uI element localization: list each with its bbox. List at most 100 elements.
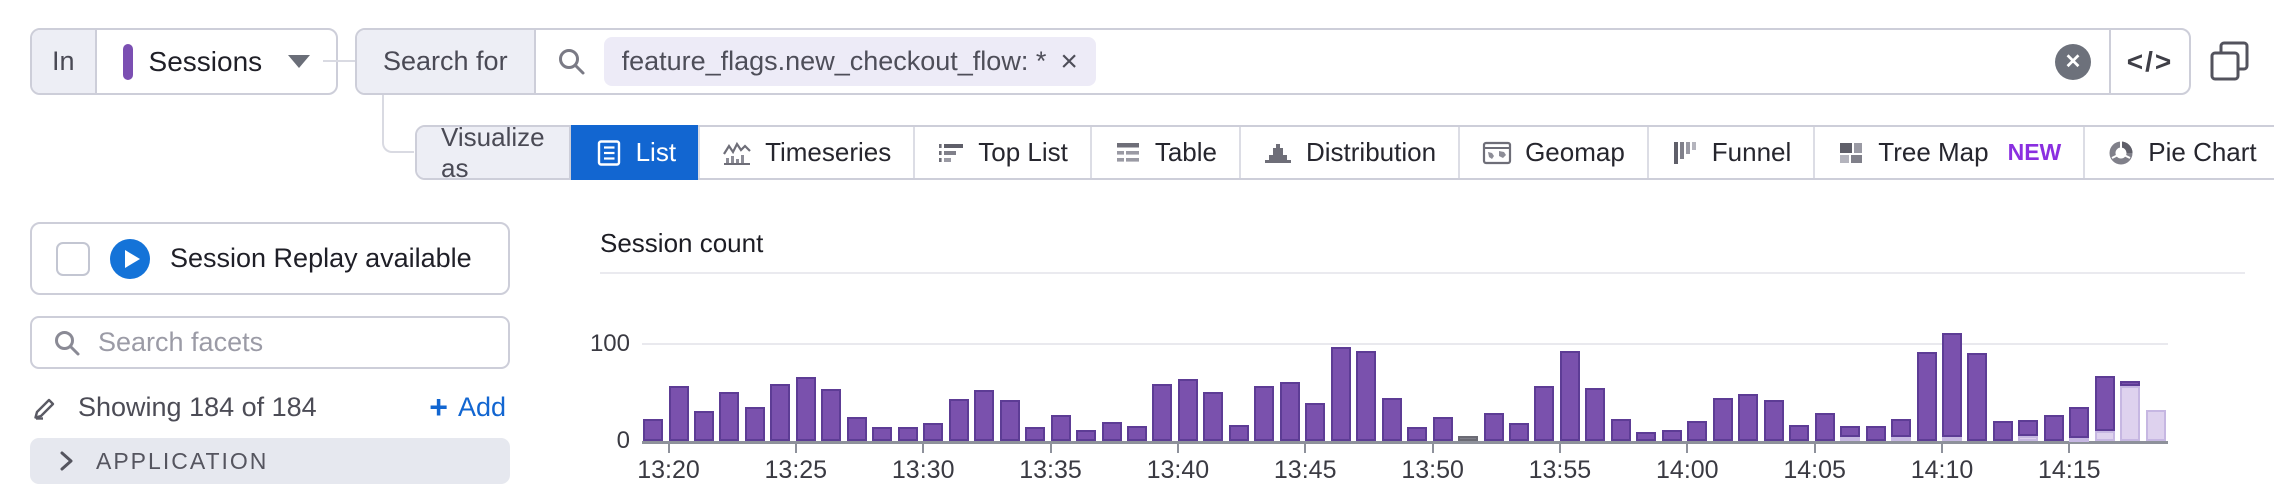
bar-segment[interactable] xyxy=(1610,418,1631,441)
tab-table[interactable]: Table xyxy=(1089,127,1239,178)
bar-segment[interactable] xyxy=(1203,391,1224,441)
bar-segment[interactable] xyxy=(1305,403,1326,441)
session-replay-filter[interactable]: Session Replay available xyxy=(30,222,510,295)
bar-segment[interactable] xyxy=(2069,407,2090,439)
facet-group-application[interactable]: APPLICATION xyxy=(30,438,510,484)
tab-pie-chart[interactable]: Pie Chart NEW xyxy=(2083,127,2274,178)
bar-segment[interactable] xyxy=(1509,422,1529,441)
bar-segment[interactable] xyxy=(1559,350,1580,441)
bar-segment[interactable] xyxy=(2120,380,2141,386)
bar-segment-light[interactable] xyxy=(2145,410,2166,441)
bar-segment[interactable] xyxy=(1254,385,1275,441)
bar-segment[interactable] xyxy=(897,427,918,441)
bar-segment[interactable] xyxy=(1687,420,1708,441)
bar-segment[interactable] xyxy=(744,407,765,441)
bar-segment[interactable] xyxy=(948,399,969,441)
tab-geomap[interactable]: Geomap xyxy=(1458,127,1647,178)
facet-search-box[interactable]: Search facets xyxy=(30,316,510,369)
bar-segment[interactable] xyxy=(1407,427,1428,441)
copy-icon[interactable] xyxy=(2206,38,2254,86)
bar-segment[interactable] xyxy=(693,410,714,441)
bar-segment[interactable] xyxy=(668,385,689,441)
bar-segment-light[interactable] xyxy=(2069,438,2090,443)
distribution-icon xyxy=(1263,139,1293,167)
search-bar[interactable]: Search for feature_flags.new_checkout_fl… xyxy=(355,28,2191,95)
bar-segment[interactable] xyxy=(1738,393,1759,441)
session-count-bar-chart[interactable]: 13:20 13:25 13:30 13:35 13:40 13:45 13:50 13:55… xyxy=(637,333,2170,484)
new-badge: NEW xyxy=(2007,139,2062,165)
bar-segment[interactable] xyxy=(1840,425,1861,438)
bar-segment[interactable] xyxy=(1891,418,1911,438)
tab-top-list[interactable]: Top List xyxy=(913,127,1090,178)
search-input[interactable]: feature_flags.new_checkout_flow: * × ✕ xyxy=(536,30,2109,93)
bar-segment[interactable] xyxy=(2018,419,2039,437)
x-axis-tick xyxy=(1813,444,1816,453)
bar-segment[interactable] xyxy=(1636,432,1657,441)
scope-selector[interactable]: In Sessions xyxy=(30,28,339,95)
bar-segment[interactable] xyxy=(1279,381,1300,441)
session-replay-checkbox[interactable] xyxy=(56,241,90,276)
bar-segment[interactable] xyxy=(1661,430,1682,441)
bar-segment[interactable] xyxy=(1432,416,1453,442)
bar-segment[interactable] xyxy=(821,388,842,441)
add-facet-button[interactable]: + Add xyxy=(429,391,510,423)
bar-segment[interactable] xyxy=(974,389,995,441)
bar-segment[interactable] xyxy=(1152,383,1173,441)
bar-segment[interactable] xyxy=(872,427,893,441)
bar-segment[interactable] xyxy=(1763,400,1784,441)
x-axis-line xyxy=(642,441,2168,444)
tab-funnel[interactable]: Funnel xyxy=(1646,127,1814,178)
remove-query-icon[interactable]: × xyxy=(1060,44,1078,78)
bar-segment[interactable] xyxy=(1356,350,1377,441)
query-syntax-toggle-button[interactable]: </> xyxy=(2109,30,2189,93)
bar-segment[interactable] xyxy=(999,400,1020,441)
bar-segment[interactable] xyxy=(795,377,816,441)
bar-segment-light[interactable] xyxy=(2094,431,2115,441)
bar-segment[interactable] xyxy=(1585,387,1606,441)
bar-segment[interactable] xyxy=(1992,420,2013,441)
bar-segment-light[interactable] xyxy=(2120,385,2141,441)
bar-segment-light[interactable] xyxy=(2018,436,2039,442)
bar-segment[interactable] xyxy=(2094,376,2115,432)
clear-search-button[interactable]: ✕ xyxy=(2055,43,2091,80)
tab-list[interactable]: List xyxy=(570,125,699,180)
tab-distribution[interactable]: Distribution xyxy=(1239,127,1458,178)
bar-segment[interactable] xyxy=(1126,425,1147,441)
edit-facets-icon[interactable] xyxy=(30,391,62,423)
bar-segment-light[interactable] xyxy=(1891,437,1911,442)
bar-segment[interactable] xyxy=(1101,421,1122,441)
bar-segment[interactable] xyxy=(1967,352,1988,441)
bar-segment[interactable] xyxy=(719,391,740,441)
bar-segment[interactable] xyxy=(1076,430,1096,441)
bar-segment[interactable] xyxy=(770,383,791,441)
bar-segment[interactable] xyxy=(1789,424,1810,441)
bar-segment[interactable] xyxy=(1483,412,1504,441)
bar-segment[interactable] xyxy=(1228,424,1249,441)
bar-segment[interactable] xyxy=(1177,378,1198,441)
bar-segment[interactable] xyxy=(643,418,663,441)
bar-segment[interactable] xyxy=(1534,385,1555,441)
bar-segment[interactable] xyxy=(1025,426,1045,441)
bar-segment[interactable] xyxy=(923,422,944,441)
query-token[interactable]: feature_flags.new_checkout_flow: * × xyxy=(603,37,1096,86)
x-axis-tick xyxy=(922,444,925,453)
bar-segment[interactable] xyxy=(846,416,867,442)
bar-segment-light[interactable] xyxy=(1840,437,1861,442)
bar-segment[interactable] xyxy=(1712,398,1733,441)
bar-segment[interactable] xyxy=(1942,333,1962,438)
bar-segment[interactable] xyxy=(1458,436,1478,442)
tab-tree-map[interactable]: Tree Map NEW xyxy=(1813,127,2083,178)
bar-segment[interactable] xyxy=(1050,414,1071,441)
tab-timeseries[interactable]: Timeseries xyxy=(698,127,913,178)
bar-segment[interactable] xyxy=(1865,425,1886,441)
bar-segment[interactable] xyxy=(2043,414,2064,441)
bar-segment-light[interactable] xyxy=(1942,437,1962,442)
x-axis-label: 14:15 xyxy=(2038,456,2101,484)
tab-label: Tree Map xyxy=(1878,137,1989,167)
source-dropdown[interactable]: Sessions xyxy=(97,30,337,93)
bar-segment[interactable] xyxy=(1381,398,1402,441)
facet-summary-row: Showing 184 of 184 + Add xyxy=(30,388,510,426)
bar-segment[interactable] xyxy=(1916,351,1937,441)
bar-segment[interactable] xyxy=(1330,346,1351,441)
bar-segment[interactable] xyxy=(1814,412,1835,441)
